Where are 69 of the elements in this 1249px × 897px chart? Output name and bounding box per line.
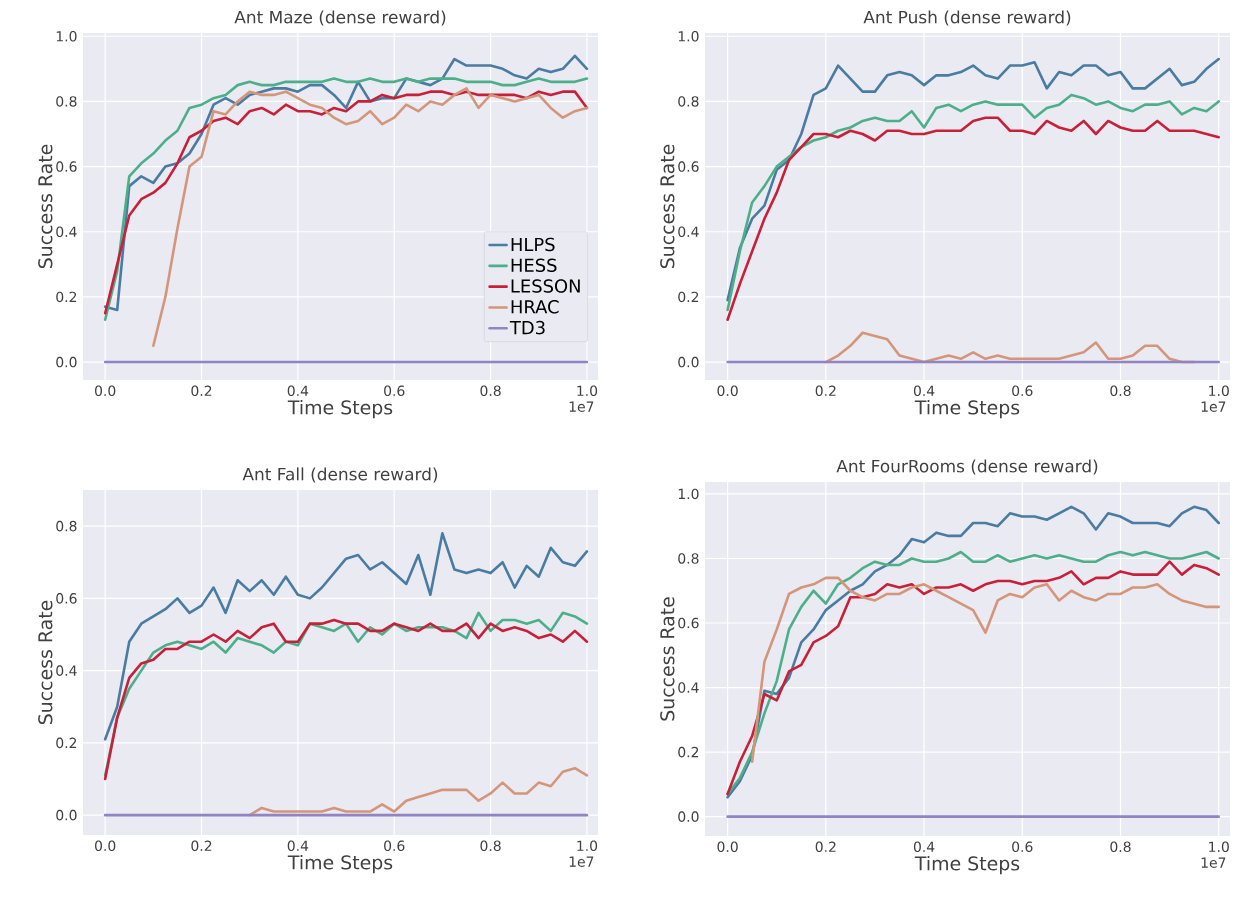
legend-label: HLPS xyxy=(511,237,555,252)
y-axis-title: Success Rate xyxy=(38,144,53,269)
x-tick-label: 1.0 xyxy=(1209,385,1229,397)
x-tick-label: 0.2 xyxy=(815,385,836,397)
y-tick-label: 0.4 xyxy=(56,226,77,238)
chart-title: Ant Maze (dense reward) xyxy=(234,10,446,26)
y-tick-label: 0.4 xyxy=(56,665,77,676)
y-tick-label: 0.6 xyxy=(56,161,77,172)
x-tick-label: 0.2 xyxy=(191,385,212,397)
y-axis-title: Success Rate xyxy=(660,144,675,269)
x-tick-label: 0.8 xyxy=(480,385,501,397)
x-axis-title: Time Steps xyxy=(287,399,393,419)
y-tick-label: 0.8 xyxy=(56,520,77,532)
x-tick-label: 0.2 xyxy=(815,841,836,853)
y-tick-label: 0.0 xyxy=(678,356,699,368)
x-tick-label: 1.0 xyxy=(577,840,598,852)
chart-title: Ant Fall (dense reward) xyxy=(242,467,438,483)
legend-label: HRAC xyxy=(511,300,559,314)
text: 1e7 xyxy=(1201,401,1226,412)
x-axis-title: Time Steps xyxy=(914,855,1020,875)
x-axis-title: Time Steps xyxy=(914,399,1020,419)
y-tick-label: 0.8 xyxy=(678,96,699,107)
x-tick-label: 0.4 xyxy=(913,841,935,853)
y-tick-label: 0.6 xyxy=(678,161,699,172)
y-axis-title: Success Rate xyxy=(38,600,53,725)
x-axis-title: Time Steps xyxy=(287,854,393,874)
x-tick-label: 0.0 xyxy=(717,385,738,397)
x-tick-label: 0.0 xyxy=(94,385,116,397)
x-tick-label: 0.8 xyxy=(1110,385,1131,397)
legend-label: LESSON xyxy=(511,279,580,293)
y-tick-label: 0.4 xyxy=(678,226,699,238)
y-tick-label: 1.0 xyxy=(678,488,699,500)
y-tick-label: 0.0 xyxy=(678,811,699,822)
y-tick-label: 0.8 xyxy=(678,553,699,564)
y-tick-label: 0.0 xyxy=(56,809,77,821)
y-tick-label: 0.4 xyxy=(678,682,699,693)
y-tick-label: 0.8 xyxy=(56,96,77,107)
text: 1e7 xyxy=(569,401,594,412)
line-series xyxy=(750,576,1221,764)
x-tick-label: 0.6 xyxy=(384,385,405,397)
y-axis-title: Success Rate xyxy=(660,597,675,721)
text: 1e7 xyxy=(1201,857,1226,868)
x-tick-label: 0.8 xyxy=(1110,841,1131,853)
x-tick-label: 0.6 xyxy=(1012,385,1033,397)
x-tick-label: 1.0 xyxy=(1209,841,1229,853)
y-tick-label: 0.2 xyxy=(56,737,77,749)
x-tick-label: 0.0 xyxy=(717,841,738,853)
legend-label: HESS xyxy=(511,258,557,273)
x-tick-label: 0.4 xyxy=(913,385,935,397)
x-tick-label: 0.4 xyxy=(287,385,309,397)
x-tick-label: 0.6 xyxy=(384,840,405,852)
y-tick-label: 0.2 xyxy=(56,291,77,303)
chart-title: Ant Push (dense reward) xyxy=(863,10,1071,26)
x-tick-label: 0.2 xyxy=(191,840,212,852)
y-tick-label: 0.6 xyxy=(678,617,699,629)
text: 1e7 xyxy=(569,856,594,867)
x-tick-label: 0.6 xyxy=(1012,841,1033,853)
x-tick-label: 0.4 xyxy=(287,840,309,852)
y-tick-label: 0.2 xyxy=(678,746,699,758)
x-tick-label: 0.8 xyxy=(480,840,501,852)
y-tick-label: 0.0 xyxy=(56,356,77,368)
y-tick-label: 1.0 xyxy=(678,30,699,42)
x-tick-label: 1.0 xyxy=(577,385,598,397)
y-tick-label: 0.6 xyxy=(56,593,77,604)
y-tick-label: 1.0 xyxy=(56,30,77,42)
y-tick-label: 0.2 xyxy=(678,291,699,303)
x-tick-label: 0.0 xyxy=(94,840,116,852)
legend-label: TD3 xyxy=(509,320,545,335)
chart-title: Ant FourRooms (dense reward) xyxy=(836,459,1098,475)
